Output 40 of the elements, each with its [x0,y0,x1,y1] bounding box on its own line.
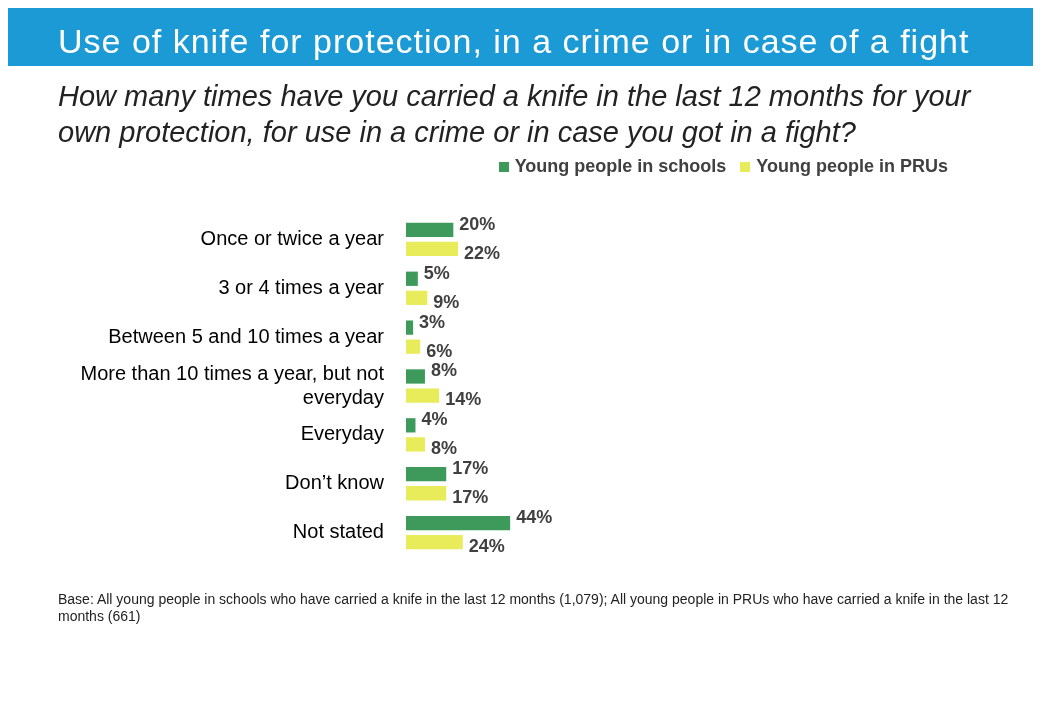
data-label: 3% [419,311,446,332]
y-tick-label: Not stated [292,520,384,543]
data-label: 17% [452,487,489,508]
bar [406,534,463,550]
data-label: 8% [430,360,457,381]
data-label: 24% [468,536,505,557]
y-tick-label: Don’t know [285,471,385,494]
bar [406,437,425,452]
chart-subtitle: How many times have you carried a knife in the last 12 months for your own protection, for use in a crime or in case you got in a fight? [57,79,973,150]
data-label: 14% [445,389,482,410]
bar [406,467,447,482]
data-label: 6% [426,340,453,361]
data-label: 8% [430,438,457,459]
bar [406,486,447,501]
bar [406,320,414,335]
bar [406,515,511,531]
y-tick-label: Once or twice a year [200,226,385,249]
data-label: 17% [452,458,489,479]
text: Base: All young people in schools who have carried a knife in the last 12 months (1,079); All young people in PRUs who have carried a knife in the last 12 months (661) [57,591,1010,625]
bar [406,418,416,433]
chart-title: Use of knife for protection, in a crime or in case of a fight [8,8,1033,66]
y-tick-label: Everyday [300,422,384,445]
data-label: 20% [459,213,496,234]
bar [406,290,428,305]
bar [406,339,421,354]
data-label: 9% [433,291,460,312]
bar [406,369,425,384]
bar [406,222,454,238]
data-label: 22% [464,242,501,263]
bar [406,388,440,403]
y-tick-label: 3 or 4 times a year [218,275,385,298]
legend-label: Young people in schools [514,156,727,177]
data-label: 5% [423,262,450,283]
legend-label: Young people in PRUs [756,156,948,177]
data-label: 4% [421,409,448,430]
bar [406,271,418,286]
y-tick-label: More than 10 times a year, but not everyday [80,361,385,408]
y-tick-label: Between 5 and 10 times a year [108,324,385,347]
bar [406,241,459,257]
data-label: 44% [516,507,553,528]
